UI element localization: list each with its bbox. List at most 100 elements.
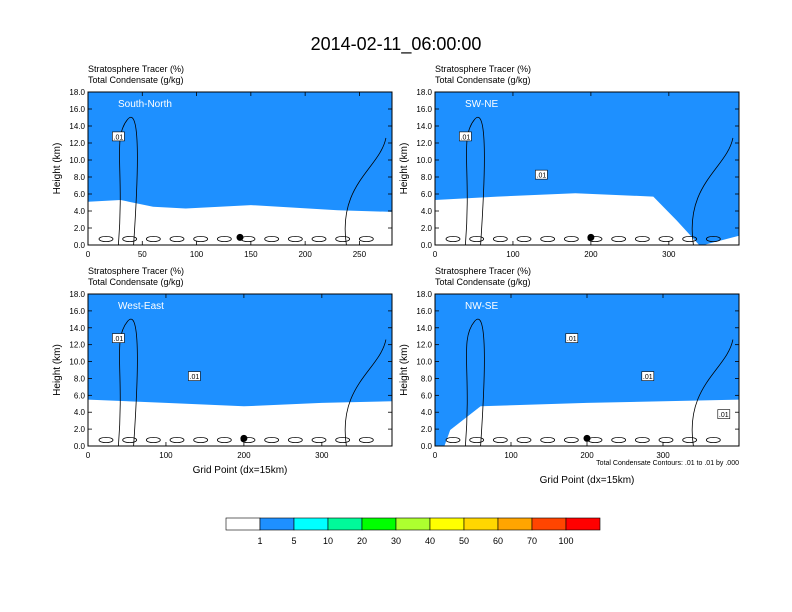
colorbar-label: 5	[291, 536, 296, 546]
x-tick-label: 0	[86, 451, 91, 460]
chart-panel-2: .01 .01 West-East Stratosphere Tracer (%)To…	[52, 266, 393, 476]
x-tick-label: 100	[504, 451, 518, 460]
contour-line	[563, 235, 579, 242]
panel-title-line1: Stratosphere Tracer (%)	[88, 266, 184, 276]
location-marker	[587, 233, 595, 241]
contour-line	[264, 436, 280, 443]
x-tick-label: 0	[433, 250, 438, 259]
contour-label: .01	[190, 374, 200, 381]
contour-label-box	[641, 371, 655, 381]
contour-line	[658, 235, 674, 242]
y-tick-label: 14.0	[416, 122, 432, 131]
tracer-fill	[88, 92, 392, 245]
plot-frame	[87, 293, 393, 447]
contour-line	[634, 436, 650, 443]
chart-panel-1: .01 .01 SW-NE Stratosphere Tracer (%)Total …	[399, 64, 740, 259]
section-label: West-East	[118, 301, 164, 312]
contour-line	[492, 436, 508, 443]
contour-line	[691, 137, 734, 245]
contour-line	[540, 235, 556, 242]
contour-label: .01	[567, 336, 577, 343]
y-axis-label: Height (km)	[52, 344, 63, 396]
y-axis-label: Height (km)	[52, 143, 63, 195]
contour-line	[691, 339, 734, 446]
contour-label-box	[112, 131, 125, 142]
colorbar-swatch	[565, 517, 601, 531]
contour-line	[611, 235, 627, 242]
x-tick-label: 250	[353, 250, 367, 259]
contour-line	[469, 235, 485, 242]
y-tick-label: 8.0	[421, 374, 433, 383]
y-tick-label: 12.0	[69, 139, 85, 148]
contour-label: .01	[537, 173, 547, 180]
contour-line	[122, 436, 138, 443]
colorbar-swatch	[429, 517, 465, 531]
y-tick-label: 16.0	[69, 307, 85, 316]
contour-line	[658, 436, 674, 443]
contour-line	[118, 318, 138, 446]
contour-line	[193, 436, 209, 443]
contour-line	[492, 235, 508, 242]
x-tick-label: 100	[159, 451, 173, 460]
y-tick-label: 0.0	[421, 442, 433, 451]
colorbar-swatch	[225, 517, 261, 531]
tracer-band	[435, 294, 739, 446]
colorbar: 1 5 10 20 30 40 50 60 70 100	[225, 517, 601, 546]
contour-line	[216, 436, 232, 443]
x-tick-label: 200	[580, 451, 594, 460]
y-tick-label: 0.0	[74, 241, 86, 250]
x-tick-label: 0	[86, 250, 91, 259]
y-tick-label: 0.0	[421, 241, 433, 250]
contour-line	[122, 235, 138, 242]
contour-line	[469, 436, 485, 443]
colorbar-swatch	[361, 517, 397, 531]
figure-title: 2014-02-11_06:00:00	[311, 34, 482, 55]
x-tick-label: 100	[190, 250, 204, 259]
y-tick-label: 18.0	[416, 290, 432, 299]
y-tick-label: 10.0	[416, 358, 432, 367]
contour-line	[634, 235, 650, 242]
colorbar-swatch	[395, 517, 431, 531]
contour-line	[516, 235, 532, 242]
contour-line	[98, 436, 114, 443]
section-label: NW-SE	[465, 301, 498, 312]
y-tick-label: 16.0	[416, 307, 432, 316]
contour-line	[563, 436, 579, 443]
contour-line	[311, 436, 327, 443]
y-tick-label: 10.0	[69, 156, 85, 165]
colorbar-label: 70	[527, 536, 537, 546]
contour-line	[264, 235, 280, 242]
contour-line	[193, 235, 209, 242]
contour-line	[344, 137, 387, 245]
y-tick-label: 6.0	[74, 391, 86, 400]
contour-label: .01	[643, 374, 653, 381]
y-tick-label: 18.0	[69, 290, 85, 299]
below-tropopause	[435, 196, 739, 245]
y-tick-label: 0.0	[74, 442, 86, 451]
y-tick-label: 6.0	[421, 190, 433, 199]
contour-line	[465, 116, 485, 245]
colorbar-swatch	[497, 517, 533, 531]
contour-label-box	[188, 371, 201, 381]
below-tropopause	[435, 402, 739, 446]
y-axis-label: Height (km)	[399, 344, 410, 396]
y-tick-label: 4.0	[74, 207, 86, 216]
colorbar-swatch	[293, 517, 329, 531]
x-tick-label: 300	[662, 250, 676, 259]
contour-label-box	[112, 333, 125, 343]
contour-line	[145, 436, 161, 443]
tracer-fill	[88, 294, 392, 446]
x-tick-label: 200	[584, 250, 598, 259]
x-tick-label: 300	[315, 451, 329, 460]
y-tick-label: 4.0	[74, 408, 86, 417]
contour-line	[682, 436, 698, 443]
below-tropopause	[88, 402, 392, 446]
y-tick-label: 18.0	[69, 88, 85, 97]
y-tick-label: 2.0	[421, 425, 433, 434]
contour-label-box	[717, 409, 731, 419]
location-marker	[236, 233, 244, 241]
x-tick-label: 50	[138, 250, 147, 259]
panel-title-line2: Total Condensate (g/kg)	[88, 75, 184, 85]
x-tick-label: 200	[237, 451, 251, 460]
